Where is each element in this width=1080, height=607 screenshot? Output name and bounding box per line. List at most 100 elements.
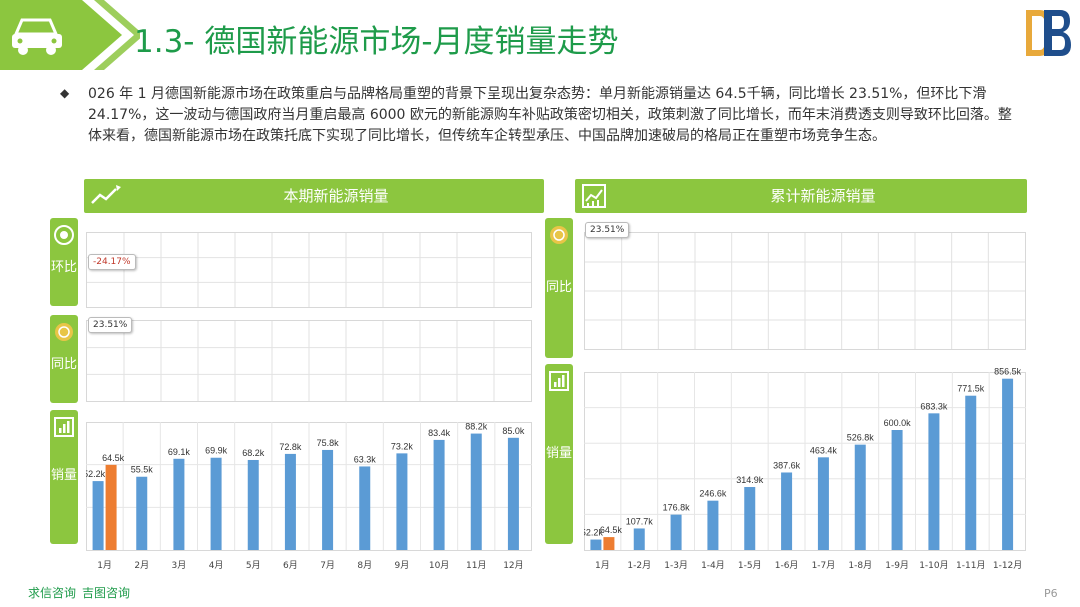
bar-label-current-7: 75.8k (317, 438, 340, 448)
right-tab-yoy: 同比 (545, 218, 573, 358)
x-tick-label-3: 3月 (172, 560, 187, 571)
bar-label-current-8: 63.3k (354, 454, 377, 464)
left-sales-chart: 52.2k 64.5k 1月 55.5k 2月 69.1k 3月 69.9k 4月 68.2k 5月… (86, 422, 532, 571)
bar-current-9 (891, 430, 903, 550)
bar-label-current-8: 526.8k (847, 433, 875, 443)
bar-current-7 (322, 449, 334, 550)
bar-current-11 (965, 395, 977, 550)
bar-current-7 (817, 457, 829, 550)
x-tick-label-10: 10月 (429, 560, 449, 571)
x-tick-label-5: 5月 (246, 560, 261, 571)
bar-label-current-12: 856.5k (994, 367, 1022, 377)
x-tick-label-8: 8月 (357, 560, 372, 571)
footer-brands: 求信咨询 吉图咨询 (28, 584, 136, 601)
bar-label-current-3: 176.8k (663, 503, 691, 513)
bar-current-8 (359, 466, 371, 550)
bar-current-6 (284, 453, 296, 550)
footer-brand-1: 求信咨询 (28, 586, 77, 600)
bar-label-current-1: 52.2k (86, 469, 106, 479)
intro-paragraph: 026 年 1 月德国新能源市场在政策重启与品牌格局重塑的背景下呈现出复杂态势：… (88, 86, 1012, 144)
bar-label-highlight-1: 64.5k (600, 525, 623, 535)
bar-label-current-6: 387.6k (773, 460, 801, 470)
bar-label-current-5: 314.9k (736, 475, 764, 485)
x-tick-label-4: 4月 (209, 560, 224, 571)
right-panel-header: 累计新能源销量 (575, 179, 1027, 213)
left-tab-mom-label: 环比 (50, 260, 77, 275)
bar-label-current-4: 69.9k (205, 446, 228, 456)
right-tab-sales-label: 销量 (545, 446, 572, 461)
bar-label-current-6: 72.8k (279, 442, 302, 452)
bar-label-current-10: 83.4k (428, 428, 451, 438)
bar-label-current-7: 463.4k (810, 445, 838, 455)
x-tick-label-7: 1-7月 (812, 560, 836, 571)
bar-current-9 (396, 453, 408, 550)
left-panel-title: 本期新能源销量 (283, 187, 389, 205)
x-tick-label-4: 1-4月 (701, 560, 725, 571)
bar-current-10 (928, 413, 940, 550)
left-tab-yoy: 同比 (50, 315, 78, 403)
left-mom-grid (86, 232, 532, 308)
x-tick-label-2: 2月 (134, 560, 149, 571)
x-tick-label-5: 1-5月 (738, 560, 762, 571)
bar-label-current-4: 246.6k (699, 489, 727, 499)
left-tab-yoy-label: 同比 (50, 357, 77, 372)
coin-icon (55, 323, 73, 341)
trend-line-icon (91, 185, 121, 204)
bar-label-current-11: 771.5k (957, 384, 985, 394)
bar-highlight-1 (105, 464, 117, 550)
x-tick-label-3: 1-3月 (664, 560, 688, 571)
bar-current-8 (854, 444, 866, 550)
bar-current-4 (210, 457, 222, 550)
coin-icon (550, 226, 568, 244)
left-tab-sales: 销量 (50, 410, 78, 544)
bar-label-current-3: 69.1k (168, 447, 191, 457)
right-tab-yoy-label: 同比 (545, 280, 572, 295)
bar-current-11 (470, 433, 482, 550)
x-tick-label-9: 1-9月 (885, 560, 909, 571)
bar-current-12 (507, 437, 519, 550)
bar-current-1 (590, 539, 602, 550)
right-yoy-callout: 23.51% (585, 222, 630, 238)
x-tick-label-1: 1月 (97, 560, 112, 571)
bar-label-current-10: 683.3k (920, 401, 948, 411)
left-yoy-callout: 23.51% (88, 317, 133, 333)
bar-label-current-2: 55.5k (131, 465, 154, 475)
company-logo (1026, 10, 1071, 56)
bar-current-2 (633, 528, 645, 550)
bar-current-3 (670, 514, 682, 550)
right-tab-sales: 销量 (545, 364, 573, 544)
bar-current-2 (136, 476, 148, 550)
page-number: P6 (1044, 587, 1058, 600)
bar-label-current-5: 68.2k (242, 448, 265, 458)
x-tick-label-1: 1月 (595, 560, 610, 571)
bar-label-current-12: 85.0k (502, 426, 525, 436)
bar-label-current-9: 600.0k (884, 418, 912, 428)
bullet-icon: ◆ (60, 86, 70, 100)
chart-trend-icon (582, 184, 606, 208)
bar-label-current-2: 107.7k (626, 516, 654, 526)
x-tick-label-6: 1-6月 (775, 560, 799, 571)
x-tick-label-9: 9月 (395, 560, 410, 571)
target-icon (54, 225, 74, 245)
bar-chart-icon (549, 371, 569, 391)
bar-label-current-1: 52.2k (584, 528, 603, 538)
x-tick-label-12: 1-12月 (993, 560, 1022, 571)
right-panel-title: 累计新能源销量 (770, 187, 876, 205)
left-mom-callout: -24.17% (88, 254, 136, 270)
bar-highlight-1 (603, 537, 615, 550)
x-tick-label-11: 1-11月 (956, 560, 985, 571)
x-tick-label-2: 1-2月 (627, 560, 651, 571)
x-tick-label-11: 11月 (466, 560, 486, 571)
bar-current-6 (781, 472, 793, 550)
bar-current-5 (744, 487, 756, 550)
x-tick-label-6: 6月 (283, 560, 298, 571)
bar-label-highlight-1: 64.5k (102, 453, 125, 463)
x-tick-label-8: 1-8月 (848, 560, 872, 571)
page-title: 1.3- 德国新能源市场-月度销量走势 (134, 24, 619, 60)
bar-current-3 (173, 458, 185, 550)
car-icon (12, 18, 62, 55)
bar-current-4 (707, 500, 719, 550)
bar-current-5 (247, 459, 259, 550)
x-tick-label-7: 7月 (320, 560, 335, 571)
